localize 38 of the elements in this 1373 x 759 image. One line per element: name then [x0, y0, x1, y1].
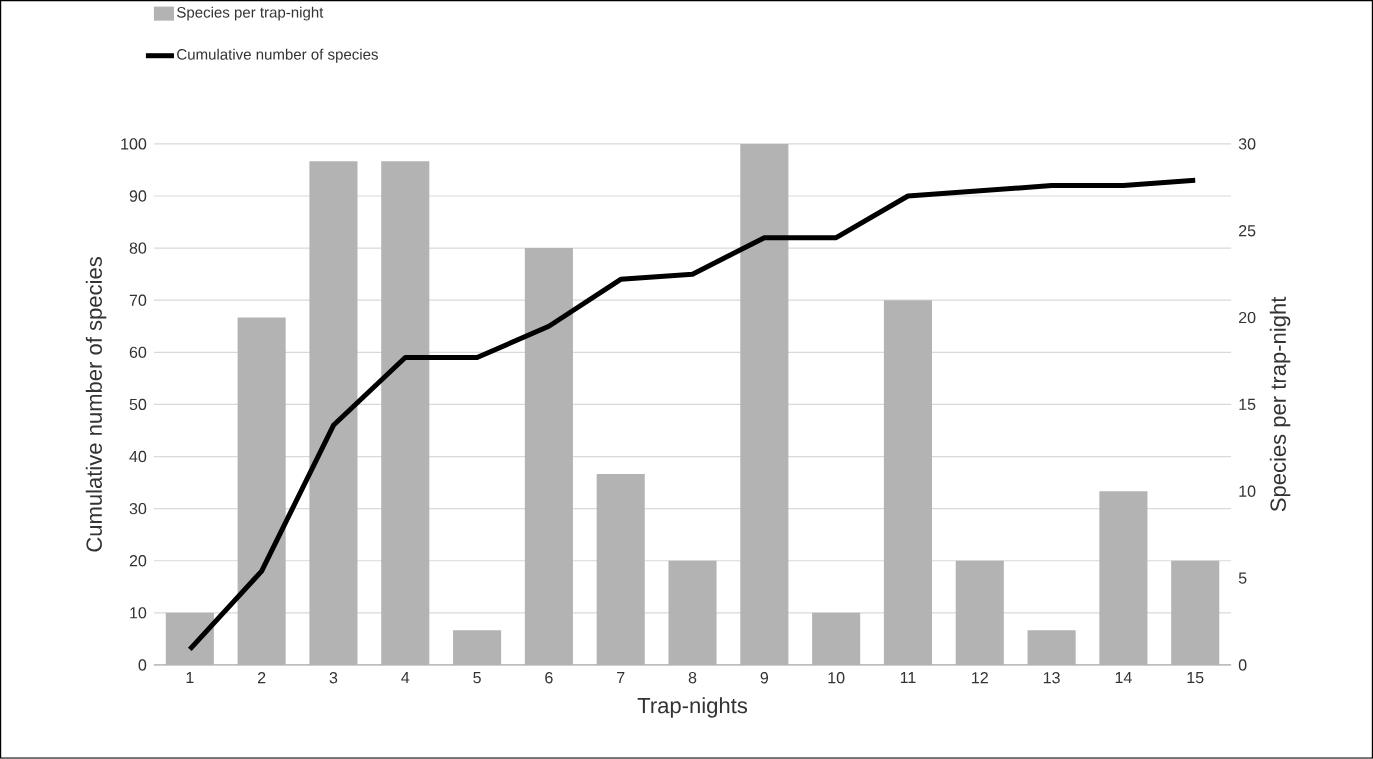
x-tick-label: 14 — [1115, 672, 1132, 684]
y-tick-label: 20 — [129, 555, 147, 567]
x-tick-label: 4 — [401, 672, 410, 684]
x-tick-label: 12 — [972, 672, 988, 684]
x-tick-label: 1 — [186, 672, 194, 684]
x-axis-title: Trap-nights — [637, 697, 748, 718]
y-tick-label: 90 — [129, 190, 147, 202]
y2-tick-label: 30 — [1238, 138, 1256, 150]
x-tick-label: 6 — [545, 672, 553, 684]
y-tick-label: 100 — [121, 138, 147, 150]
x-tick-label: 13 — [1043, 672, 1060, 684]
legend-label: Cumulative number of species — [177, 48, 378, 63]
y2-tick-label: 10 — [1239, 485, 1256, 498]
x-tick-label: 9 — [760, 672, 769, 684]
y-tick-label: 0 — [138, 659, 147, 671]
y-tick-label: 60 — [129, 346, 147, 359]
x-tick-label: 15 — [1187, 672, 1204, 684]
y-tick-label: 40 — [129, 450, 147, 463]
y2-tick-label: 5 — [1238, 572, 1247, 584]
y2-axis-title: Species per trap-night — [1269, 296, 1291, 512]
legend-label: Species per trap-night — [177, 6, 324, 21]
y-tick-label: 70 — [129, 294, 147, 307]
y-axis-title: Cumulative number of species — [85, 257, 107, 552]
y-tick-label: 30 — [129, 503, 147, 515]
x-tick-label: 10 — [828, 672, 845, 684]
y-tick-label: 80 — [129, 242, 147, 254]
x-tick-label: 8 — [688, 672, 697, 684]
x-tick-label: 2 — [258, 672, 266, 684]
y-tick-label: 50 — [129, 398, 147, 411]
x-tick-label: 11 — [900, 672, 916, 684]
y2-tick-label: 25 — [1239, 225, 1256, 237]
x-tick-label: 3 — [329, 672, 338, 684]
y2-tick-label: 15 — [1239, 398, 1256, 411]
y-tick-label: 10 — [130, 607, 147, 619]
x-tick-label: 5 — [473, 672, 481, 684]
x-tick-label: 7 — [617, 672, 625, 684]
y2-tick-label: 20 — [1239, 312, 1256, 324]
y2-tick-label: 0 — [1238, 659, 1247, 671]
